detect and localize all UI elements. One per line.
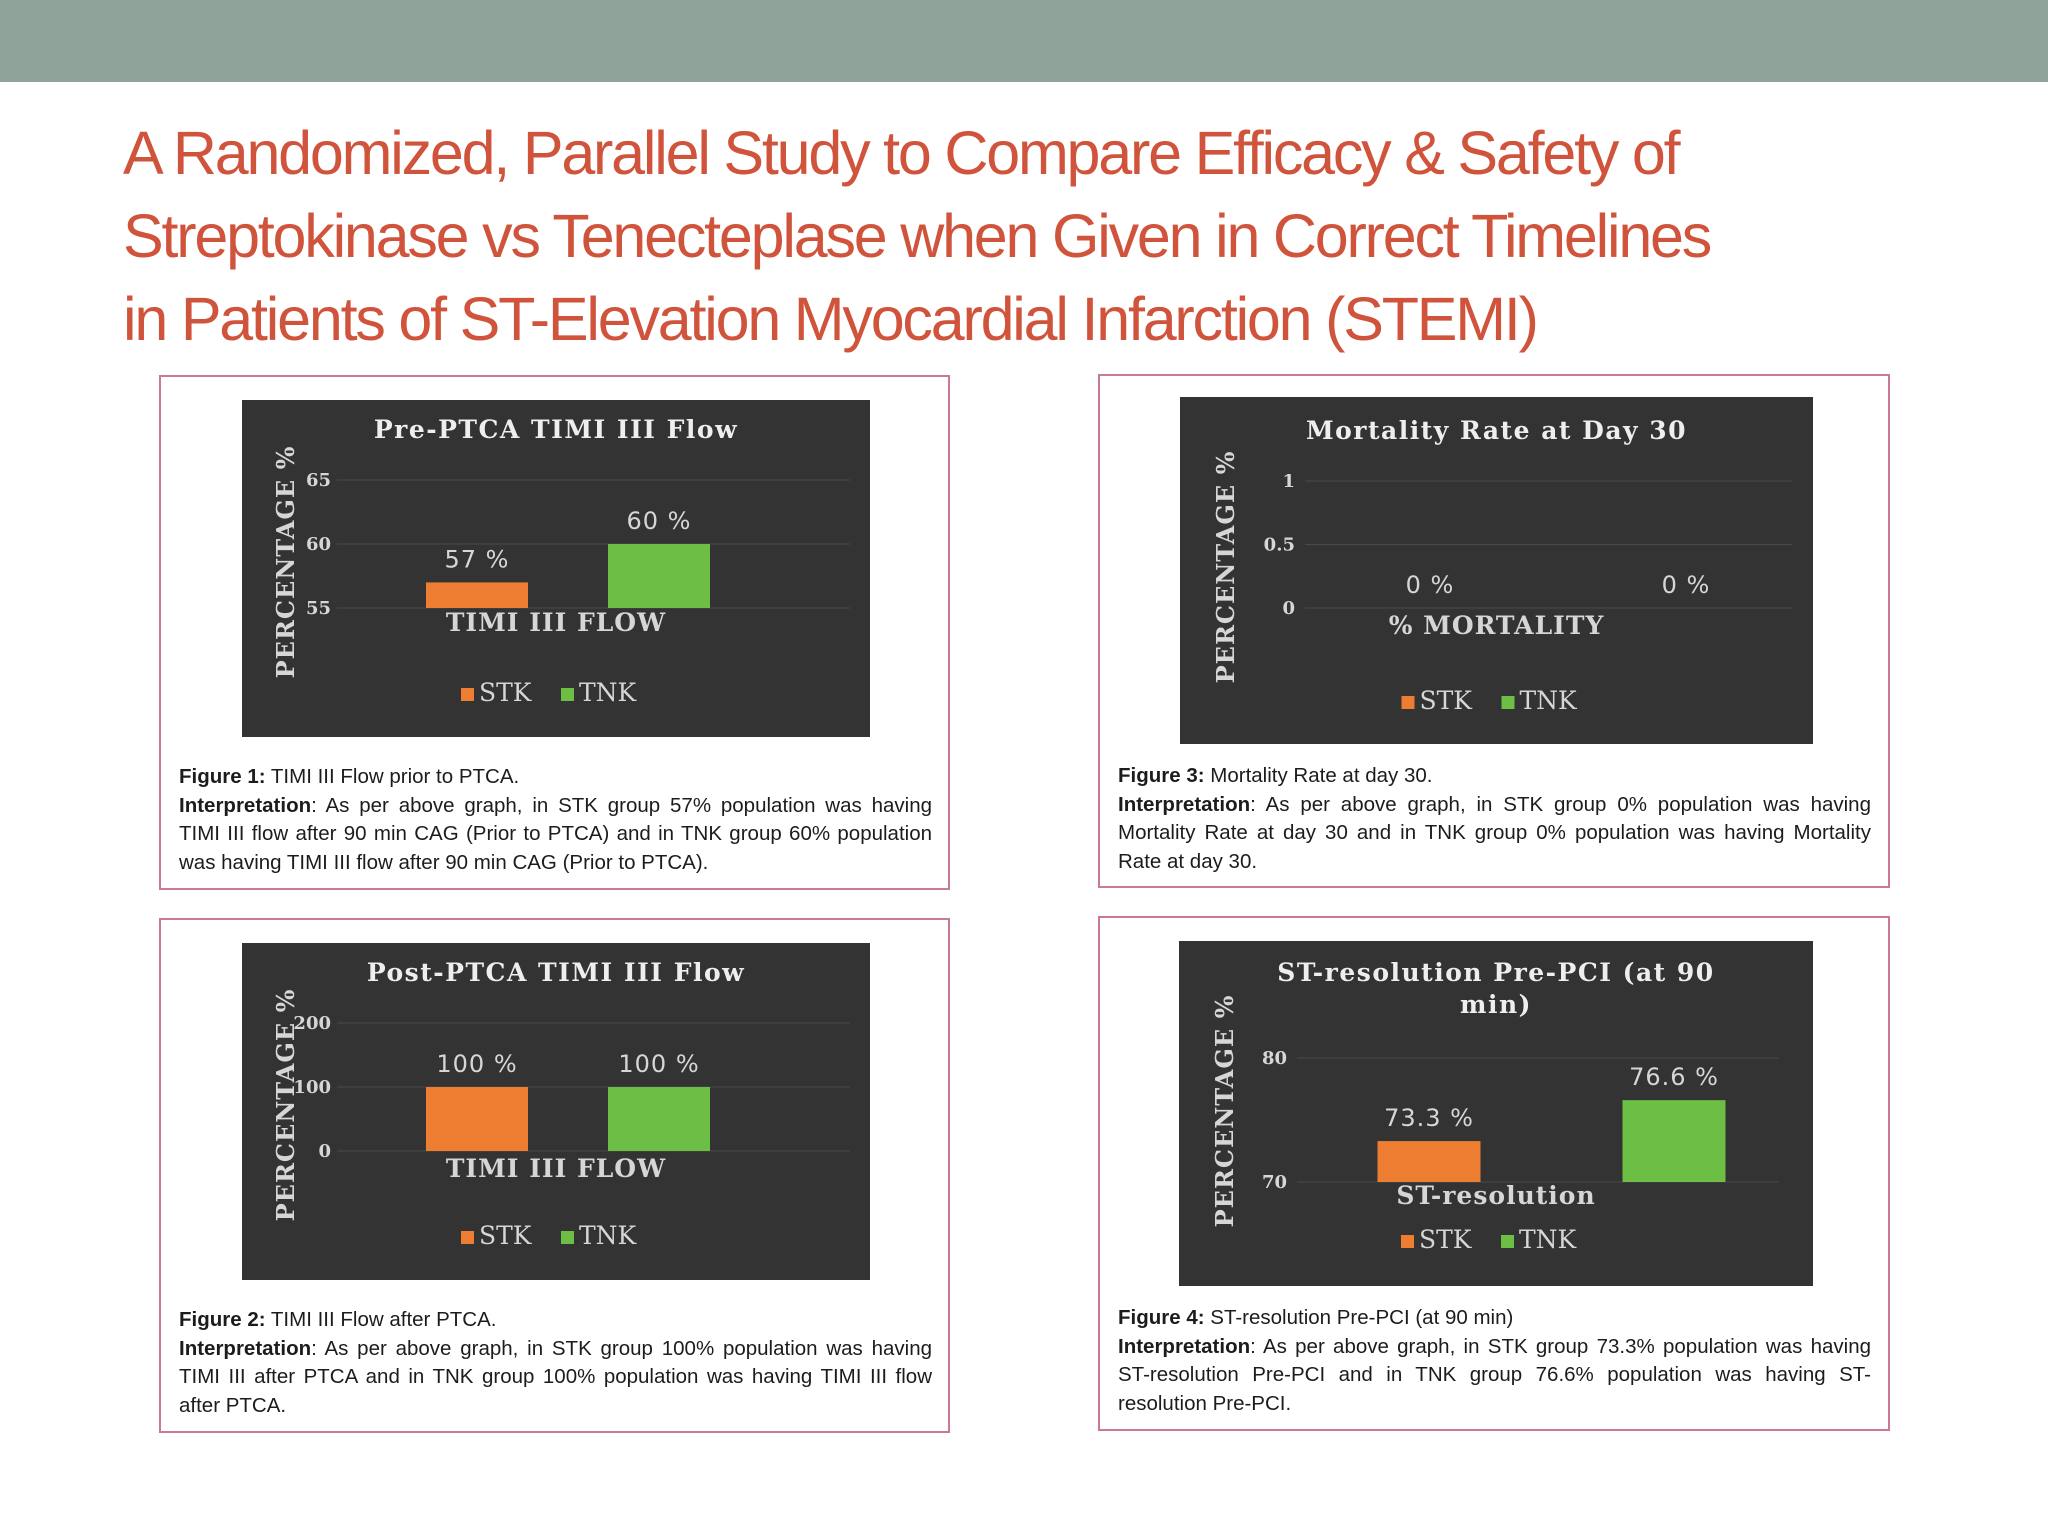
chart-st-resolution: ST-resolution Pre-PCI (at 90 min) 70 80 PERC… xyxy=(1179,941,1813,1286)
x-axis-label: ST-resolution xyxy=(1396,1181,1595,1210)
slide-title-line-1: A Randomized, Parallel Study to Compare … xyxy=(123,119,1681,187)
y-tick-label: 55 xyxy=(306,598,331,619)
slide-title-line-3: in Patients of ST-Elevation Myocardial I… xyxy=(123,285,1539,353)
stk-data-label: 57 % xyxy=(445,545,510,573)
y-axis-label: PERCENTAGE % xyxy=(271,446,300,679)
chart-title: Post-PTCA TIMI III Flow xyxy=(367,958,745,987)
y-tick-label: 0 xyxy=(1282,598,1295,619)
stk-data-label: 100 % xyxy=(436,1050,517,1078)
figure-4-caption: Figure 4: ST-resolution Pre-PCI (at 90 m… xyxy=(1118,1304,1871,1418)
chart-title: Mortality Rate at Day 30 xyxy=(1306,416,1687,445)
figure-1-caption: Figure 1: TIMI III Flow prior to PTCA. I… xyxy=(179,763,932,877)
chart-post-ptca-timi-flow: Post-PTCA TIMI III Flow 0 100 200PERCENTAGE… xyxy=(242,943,870,1280)
interpretation-text: : As per above graph, in STK group 0% po… xyxy=(1118,792,1871,873)
stk-legend-label: STK xyxy=(1419,1225,1473,1254)
figure-panel-4: ST-resolution Pre-PCI (at 90 min) 70 80 PERC… xyxy=(1098,916,1890,1431)
tnk-bar xyxy=(1622,1100,1726,1182)
interpretation-label: Interpretation xyxy=(179,793,312,817)
chart-title: ST-resolution Pre-PCI (at 90 xyxy=(1277,958,1714,987)
chart-background xyxy=(242,400,870,737)
interpretation-text: : As per above graph, in STK group 57% p… xyxy=(179,793,932,874)
x-axis-label: TIMI III FLOW xyxy=(446,1154,666,1183)
caption-label: Figure 3: xyxy=(1118,764,1205,787)
y-tick-label: 1 xyxy=(1282,471,1295,492)
tnk-data-label: 0 % xyxy=(1662,571,1711,599)
tnk-legend-label: TNK xyxy=(579,1221,638,1250)
interpretation-text: : As per above graph, in STK group 100% … xyxy=(179,1336,932,1417)
stk-bar xyxy=(426,1087,528,1151)
tnk-legend-swatch xyxy=(561,1231,574,1244)
stk-data-label: 0 % xyxy=(1406,571,1455,599)
slide-title-line-2: Streptokinase vs Tenecteplase when Given… xyxy=(123,202,1712,270)
stk-legend-swatch xyxy=(461,688,474,701)
slide-title: A Randomized, Parallel Study to Compare … xyxy=(123,112,2003,361)
caption-label: Figure 1: xyxy=(179,765,266,788)
stk-legend-label: STK xyxy=(479,678,533,707)
figure-panel-1: Pre-PTCA TIMI III Flow 55 60 65 PERCENTAGE %… xyxy=(159,375,950,890)
figure-panel-3: Mortality Rate at Day 30 0 0.5 1 PERCENTAGE … xyxy=(1098,374,1890,888)
tnk-legend-label: TNK xyxy=(1519,1225,1578,1254)
tnk-legend-label: TNK xyxy=(1520,686,1579,715)
header-bar xyxy=(0,0,2048,82)
tnk-legend-swatch xyxy=(1501,1235,1514,1248)
figure-3-caption: Figure 3: Mortality Rate at day 30. Inte… xyxy=(1118,762,1871,876)
y-tick-label: 0 xyxy=(318,1141,331,1162)
tnk-data-label: 76.6 % xyxy=(1629,1063,1719,1091)
x-axis-label: % MORTALITY xyxy=(1389,611,1605,640)
stk-legend-swatch xyxy=(1401,696,1415,709)
y-axis-label: PERCENTAGE % xyxy=(271,989,300,1222)
caption-text: ST-resolution Pre-PCI (at 90 min) xyxy=(1204,1306,1514,1329)
figure-2-caption: Figure 2: TIMI III Flow after PTCA. Inte… xyxy=(179,1306,932,1420)
y-tick-label: 65 xyxy=(306,470,331,491)
stk-legend-label: STK xyxy=(479,1221,533,1250)
y-axis-label: PERCENTAGE % xyxy=(1210,995,1239,1228)
chart-background xyxy=(242,943,870,1280)
stk-legend-swatch xyxy=(461,1231,474,1244)
tnk-data-label: 100 % xyxy=(618,1050,699,1078)
chart-pre-ptca-timi-flow: Pre-PTCA TIMI III Flow 55 60 65 PERCENTAGE %… xyxy=(242,400,870,737)
tnk-legend-label: TNK xyxy=(579,678,638,707)
tnk-bar xyxy=(608,544,710,608)
chart-title: Pre-PTCA TIMI III Flow xyxy=(374,415,738,444)
interpretation-text: : As per above graph, in STK group 73.3%… xyxy=(1118,1334,1871,1415)
y-tick-label: 60 xyxy=(306,534,331,555)
interpretation-label: Interpretation xyxy=(1118,1334,1251,1358)
y-tick-label: 0.5 xyxy=(1264,535,1295,556)
stk-bar xyxy=(1377,1141,1481,1182)
y-tick-label: 100 xyxy=(293,1077,331,1098)
tnk-bar xyxy=(608,1087,710,1151)
caption-label: Figure 4: xyxy=(1118,1306,1205,1329)
y-axis-label: PERCENTAGE % xyxy=(1211,451,1240,684)
caption-text: TIMI III Flow prior to PTCA. xyxy=(265,765,520,788)
stk-bar xyxy=(426,582,528,608)
y-tick-label: 200 xyxy=(293,1013,331,1034)
y-tick-label: 80 xyxy=(1262,1048,1287,1069)
chart-mortality-rate: Mortality Rate at Day 30 0 0.5 1 PERCENTAGE … xyxy=(1180,397,1813,744)
interpretation-label: Interpretation xyxy=(1118,792,1251,816)
tnk-legend-swatch xyxy=(561,688,574,701)
y-tick-label: 70 xyxy=(1262,1172,1287,1193)
caption-label: Figure 2: xyxy=(179,1308,266,1331)
chart-title: min) xyxy=(1460,990,1532,1019)
tnk-data-label: 60 % xyxy=(627,507,692,535)
interpretation-label: Interpretation xyxy=(179,1336,312,1360)
caption-text: TIMI III Flow after PTCA. xyxy=(265,1308,497,1331)
chart-background xyxy=(1180,397,1813,744)
figure-panel-2: Post-PTCA TIMI III Flow 0 100 200 PERCENTAGE… xyxy=(159,918,950,1433)
x-axis-label: TIMI III FLOW xyxy=(446,608,666,637)
tnk-legend-swatch xyxy=(1501,696,1515,709)
stk-data-label: 73.3 % xyxy=(1384,1104,1474,1132)
stk-legend-swatch xyxy=(1401,1235,1414,1248)
stk-legend-label: STK xyxy=(1420,686,1474,715)
caption-text: Mortality Rate at day 30. xyxy=(1204,764,1433,787)
